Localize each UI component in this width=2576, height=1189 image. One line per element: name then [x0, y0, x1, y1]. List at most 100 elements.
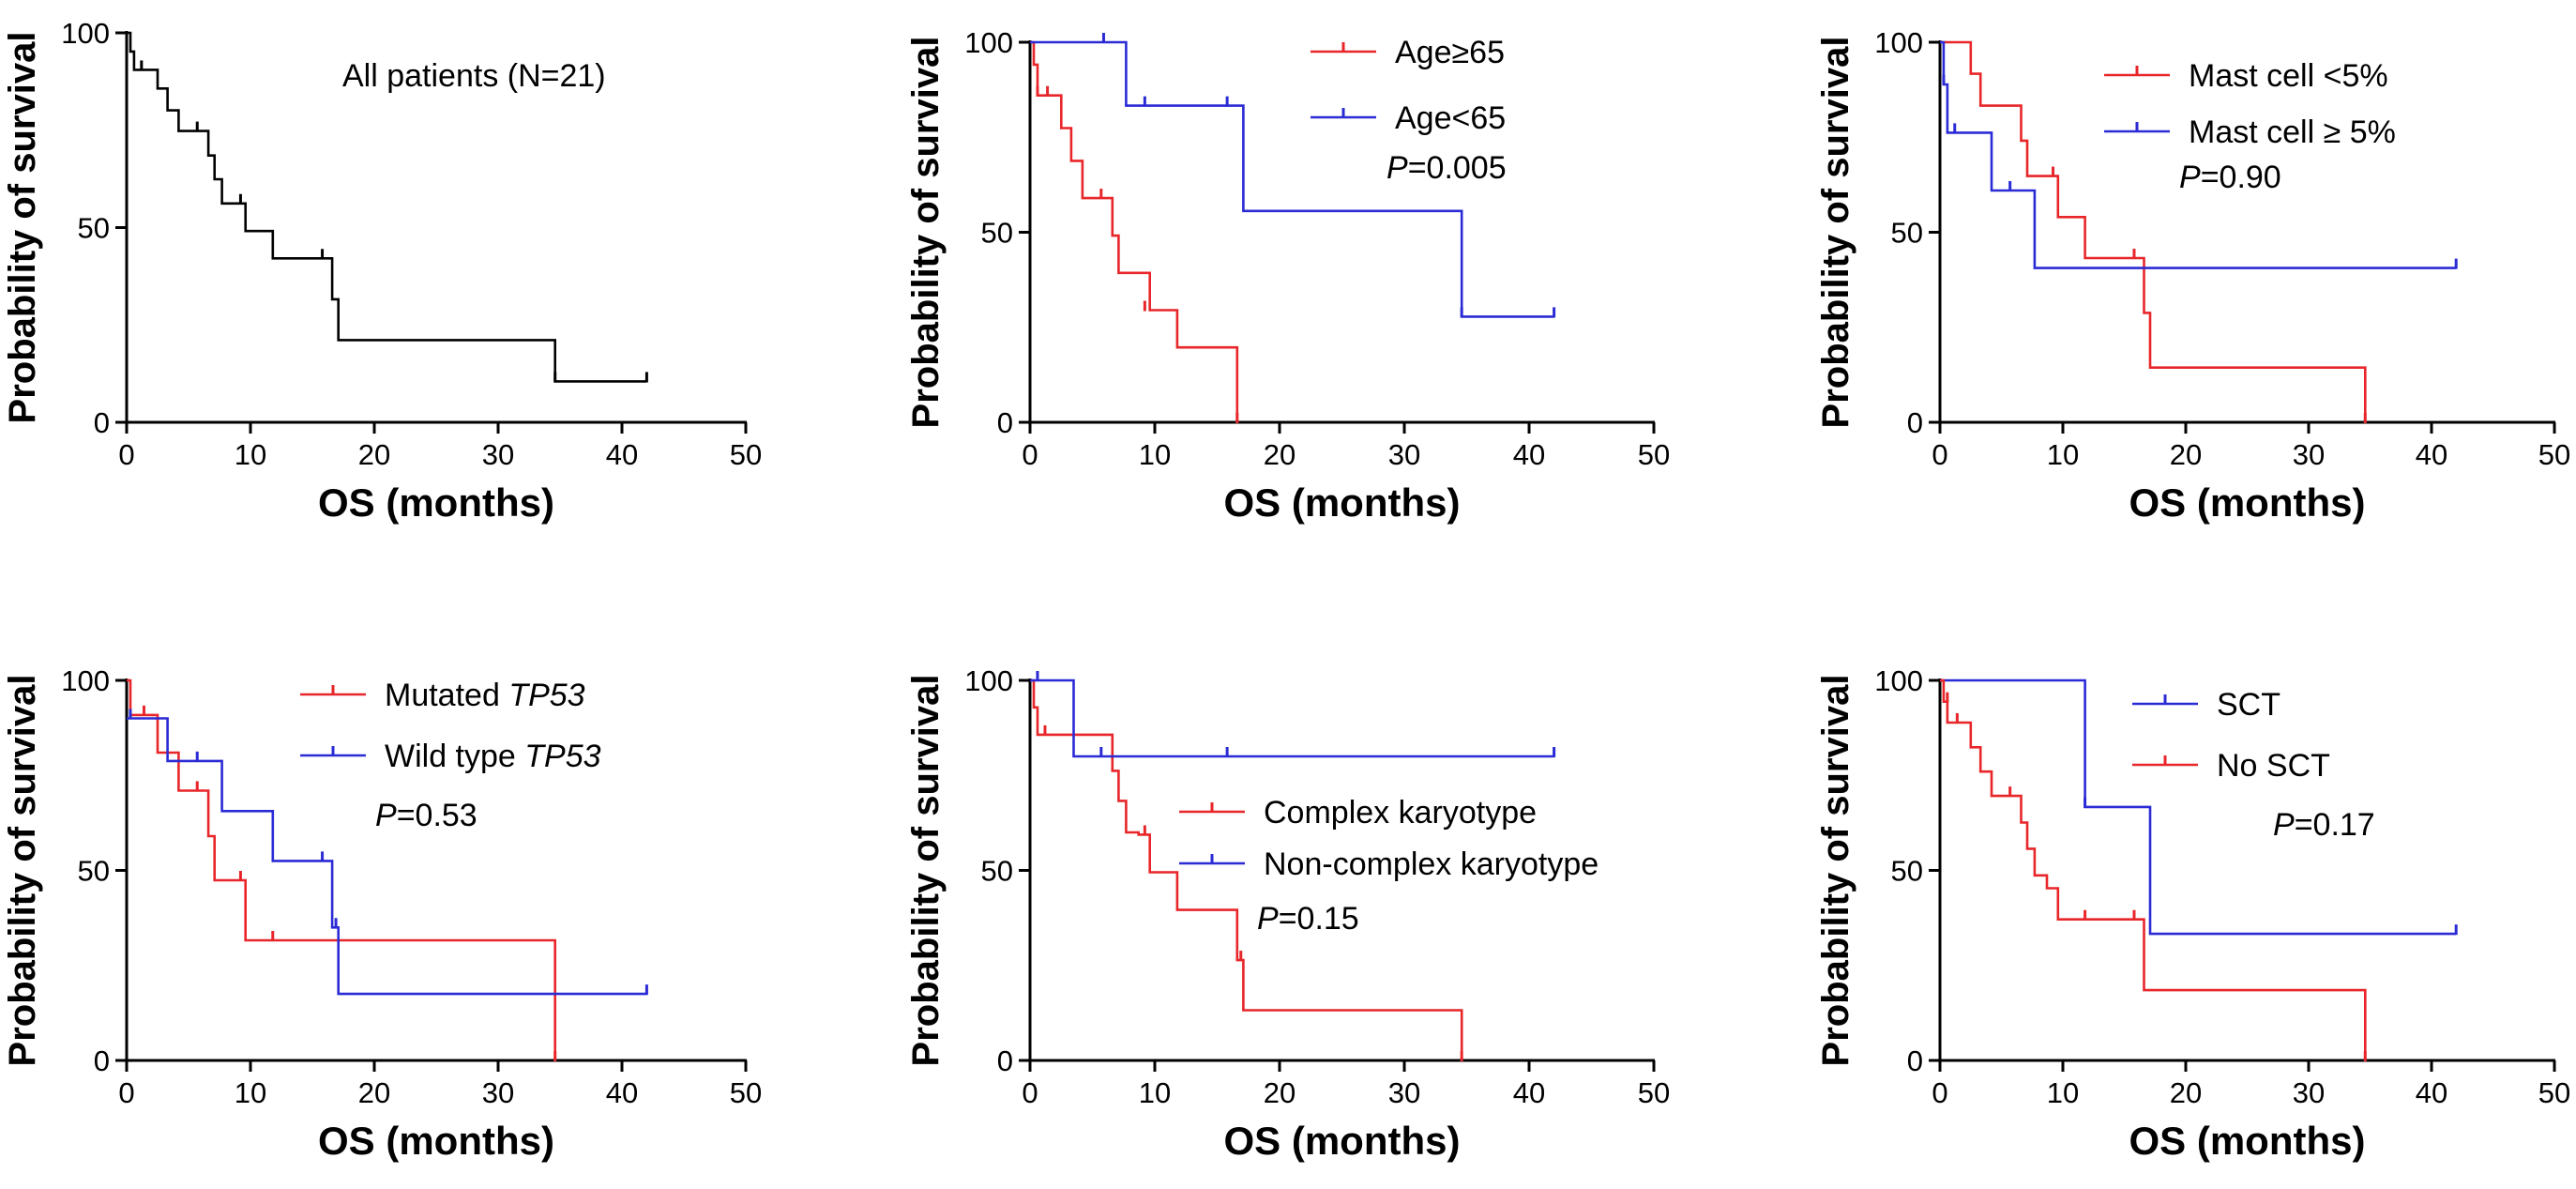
legend-label: Age≥65: [1395, 35, 1505, 70]
legend-label: Mast cell ≥ 5%: [2189, 114, 2396, 150]
y-tick-label: 50: [78, 212, 110, 245]
x-tick-label: 20: [2170, 1076, 2202, 1109]
y-tick-label: 100: [964, 664, 1013, 697]
x-tick-label: 20: [358, 1076, 390, 1109]
x-tick-label: 10: [2047, 1076, 2079, 1109]
p-value-label: P=0.005: [1386, 150, 1507, 186]
y-tick-label: 100: [964, 26, 1013, 59]
x-axis-title: OS (months): [318, 480, 554, 525]
y-tick-label: 100: [61, 17, 110, 50]
km-panel-mast: 0 10 20 30 40 50 0 50 100 OS (months) Probability …: [1815, 26, 2570, 525]
y-axis-title: Probability of survival: [2, 675, 43, 1067]
x-tick-label: 50: [730, 1076, 762, 1109]
km-panel-age: 0 10 20 30 40 50 0 50 100 OS (months) Probability …: [905, 26, 1670, 525]
x-tick-label: 0: [1932, 438, 1947, 471]
p-value-label: P=0.53: [375, 798, 477, 833]
x-axis-title: OS (months): [1224, 480, 1461, 525]
y-tick-label: 0: [997, 406, 1013, 439]
km-curve-sct-1: [1940, 678, 2367, 1060]
km-panel-karyo: 0 10 20 30 40 50 0 50 100 OS (months) Probability …: [905, 664, 1670, 1163]
x-tick-label: 40: [2416, 438, 2447, 471]
y-tick-label: 0: [1907, 406, 1923, 439]
x-tick-label: 30: [1388, 438, 1420, 471]
x-tick-label: 20: [2170, 438, 2202, 471]
km-panel-tp53: 0 10 20 30 40 50 0 50 100 OS (months) Probability …: [2, 664, 762, 1163]
km-panel-sct: 0 10 20 30 40 50 0 50 100 OS (months) Probability …: [1815, 664, 2570, 1163]
x-tick-label: 30: [2293, 438, 2325, 471]
km-curve-age-0: [1030, 40, 1239, 422]
y-axis-title: Probability of survival: [905, 37, 947, 429]
x-axis-title: OS (months): [1224, 1119, 1461, 1163]
x-tick-label: 10: [1139, 1076, 1171, 1109]
y-tick-label: 0: [1907, 1044, 1923, 1077]
x-tick-label: 50: [1638, 438, 1670, 471]
y-tick-label: 50: [1891, 855, 1923, 888]
km-curve-mast-0: [1940, 40, 2367, 422]
km-curve-mast-1: [1940, 40, 2457, 269]
x-tick-label: 50: [1638, 1076, 1670, 1109]
legend-label-italic: TP53: [524, 739, 600, 774]
x-tick-label: 50: [2538, 438, 2570, 471]
legend-label: Mast cell <5%: [2189, 58, 2388, 94]
x-axis-title: OS (months): [2129, 480, 2366, 525]
y-tick-label: 100: [61, 664, 110, 697]
x-tick-label: 30: [2293, 1076, 2325, 1109]
y-tick-label: 0: [997, 1044, 1013, 1077]
legend-label: No SCT: [2217, 748, 2330, 784]
legend-label: Wild type TP53: [385, 739, 601, 774]
y-tick-label: 50: [78, 855, 110, 888]
x-tick-label: 10: [235, 438, 266, 471]
km-curve-karyo-0: [1030, 678, 1463, 1060]
x-tick-label: 20: [1264, 438, 1296, 471]
x-tick-label: 30: [1388, 1076, 1420, 1109]
x-tick-label: 0: [1932, 1076, 1947, 1109]
x-tick-label: 20: [1264, 1076, 1296, 1109]
km-curve-age-1: [1030, 40, 1554, 318]
y-tick-label: 50: [1891, 217, 1923, 250]
x-tick-label: 40: [1513, 438, 1545, 471]
y-tick-label: 100: [1874, 26, 1923, 59]
x-tick-label: 20: [358, 438, 390, 471]
x-tick-label: 0: [118, 438, 134, 471]
km-curve-tp53-1: [127, 717, 647, 996]
km-curve-tp53-0: [127, 678, 556, 1060]
y-axis-title: Probability of survival: [1815, 37, 1856, 429]
y-axis-title: Probability of survival: [2, 32, 43, 424]
x-axis-title: OS (months): [2129, 1119, 2366, 1163]
x-tick-label: 50: [2538, 1076, 2570, 1109]
x-tick-label: 40: [606, 1076, 638, 1109]
legend-label: Age<65: [1395, 100, 1506, 136]
x-axis-title: OS (months): [318, 1119, 554, 1163]
x-tick-label: 0: [1022, 438, 1038, 471]
km-curve-karyo-1: [1030, 678, 1554, 758]
x-tick-label: 40: [1513, 1076, 1545, 1109]
km-panel-all: 0 10 20 30 40 50 0 50 100 OS (months) Probability …: [2, 17, 762, 525]
x-tick-label: 30: [482, 438, 514, 471]
y-tick-label: 100: [1874, 664, 1923, 697]
x-tick-label: 50: [730, 438, 762, 471]
legend-label: SCT: [2217, 687, 2281, 723]
legend-label: Non-complex karyotype: [1264, 846, 1599, 882]
x-tick-label: 10: [1139, 438, 1171, 471]
y-tick-label: 50: [981, 855, 1013, 888]
x-tick-label: 40: [2416, 1076, 2447, 1109]
x-tick-label: 10: [235, 1076, 266, 1109]
legend-label-italic: TP53: [508, 678, 584, 713]
legend-label: Complex karyotype: [1264, 795, 1537, 831]
y-tick-label: 0: [94, 1044, 110, 1077]
p-value-label: P=0.17: [2273, 807, 2375, 843]
x-tick-label: 10: [2047, 438, 2079, 471]
legend-label: All patients (N=21): [342, 58, 606, 94]
y-tick-label: 0: [94, 406, 110, 439]
km-curve-sct-0: [1940, 678, 2457, 936]
y-axis-title: Probability of survival: [905, 675, 947, 1067]
x-tick-label: 40: [606, 438, 638, 471]
y-axis-title: Probability of survival: [1815, 675, 1856, 1067]
p-value-label: P=0.90: [2179, 160, 2281, 195]
legend-label: Mutated TP53: [385, 678, 585, 713]
x-tick-label: 0: [118, 1076, 134, 1109]
x-tick-label: 30: [482, 1076, 514, 1109]
x-tick-label: 0: [1022, 1076, 1038, 1109]
p-value-label: P=0.15: [1257, 901, 1359, 937]
